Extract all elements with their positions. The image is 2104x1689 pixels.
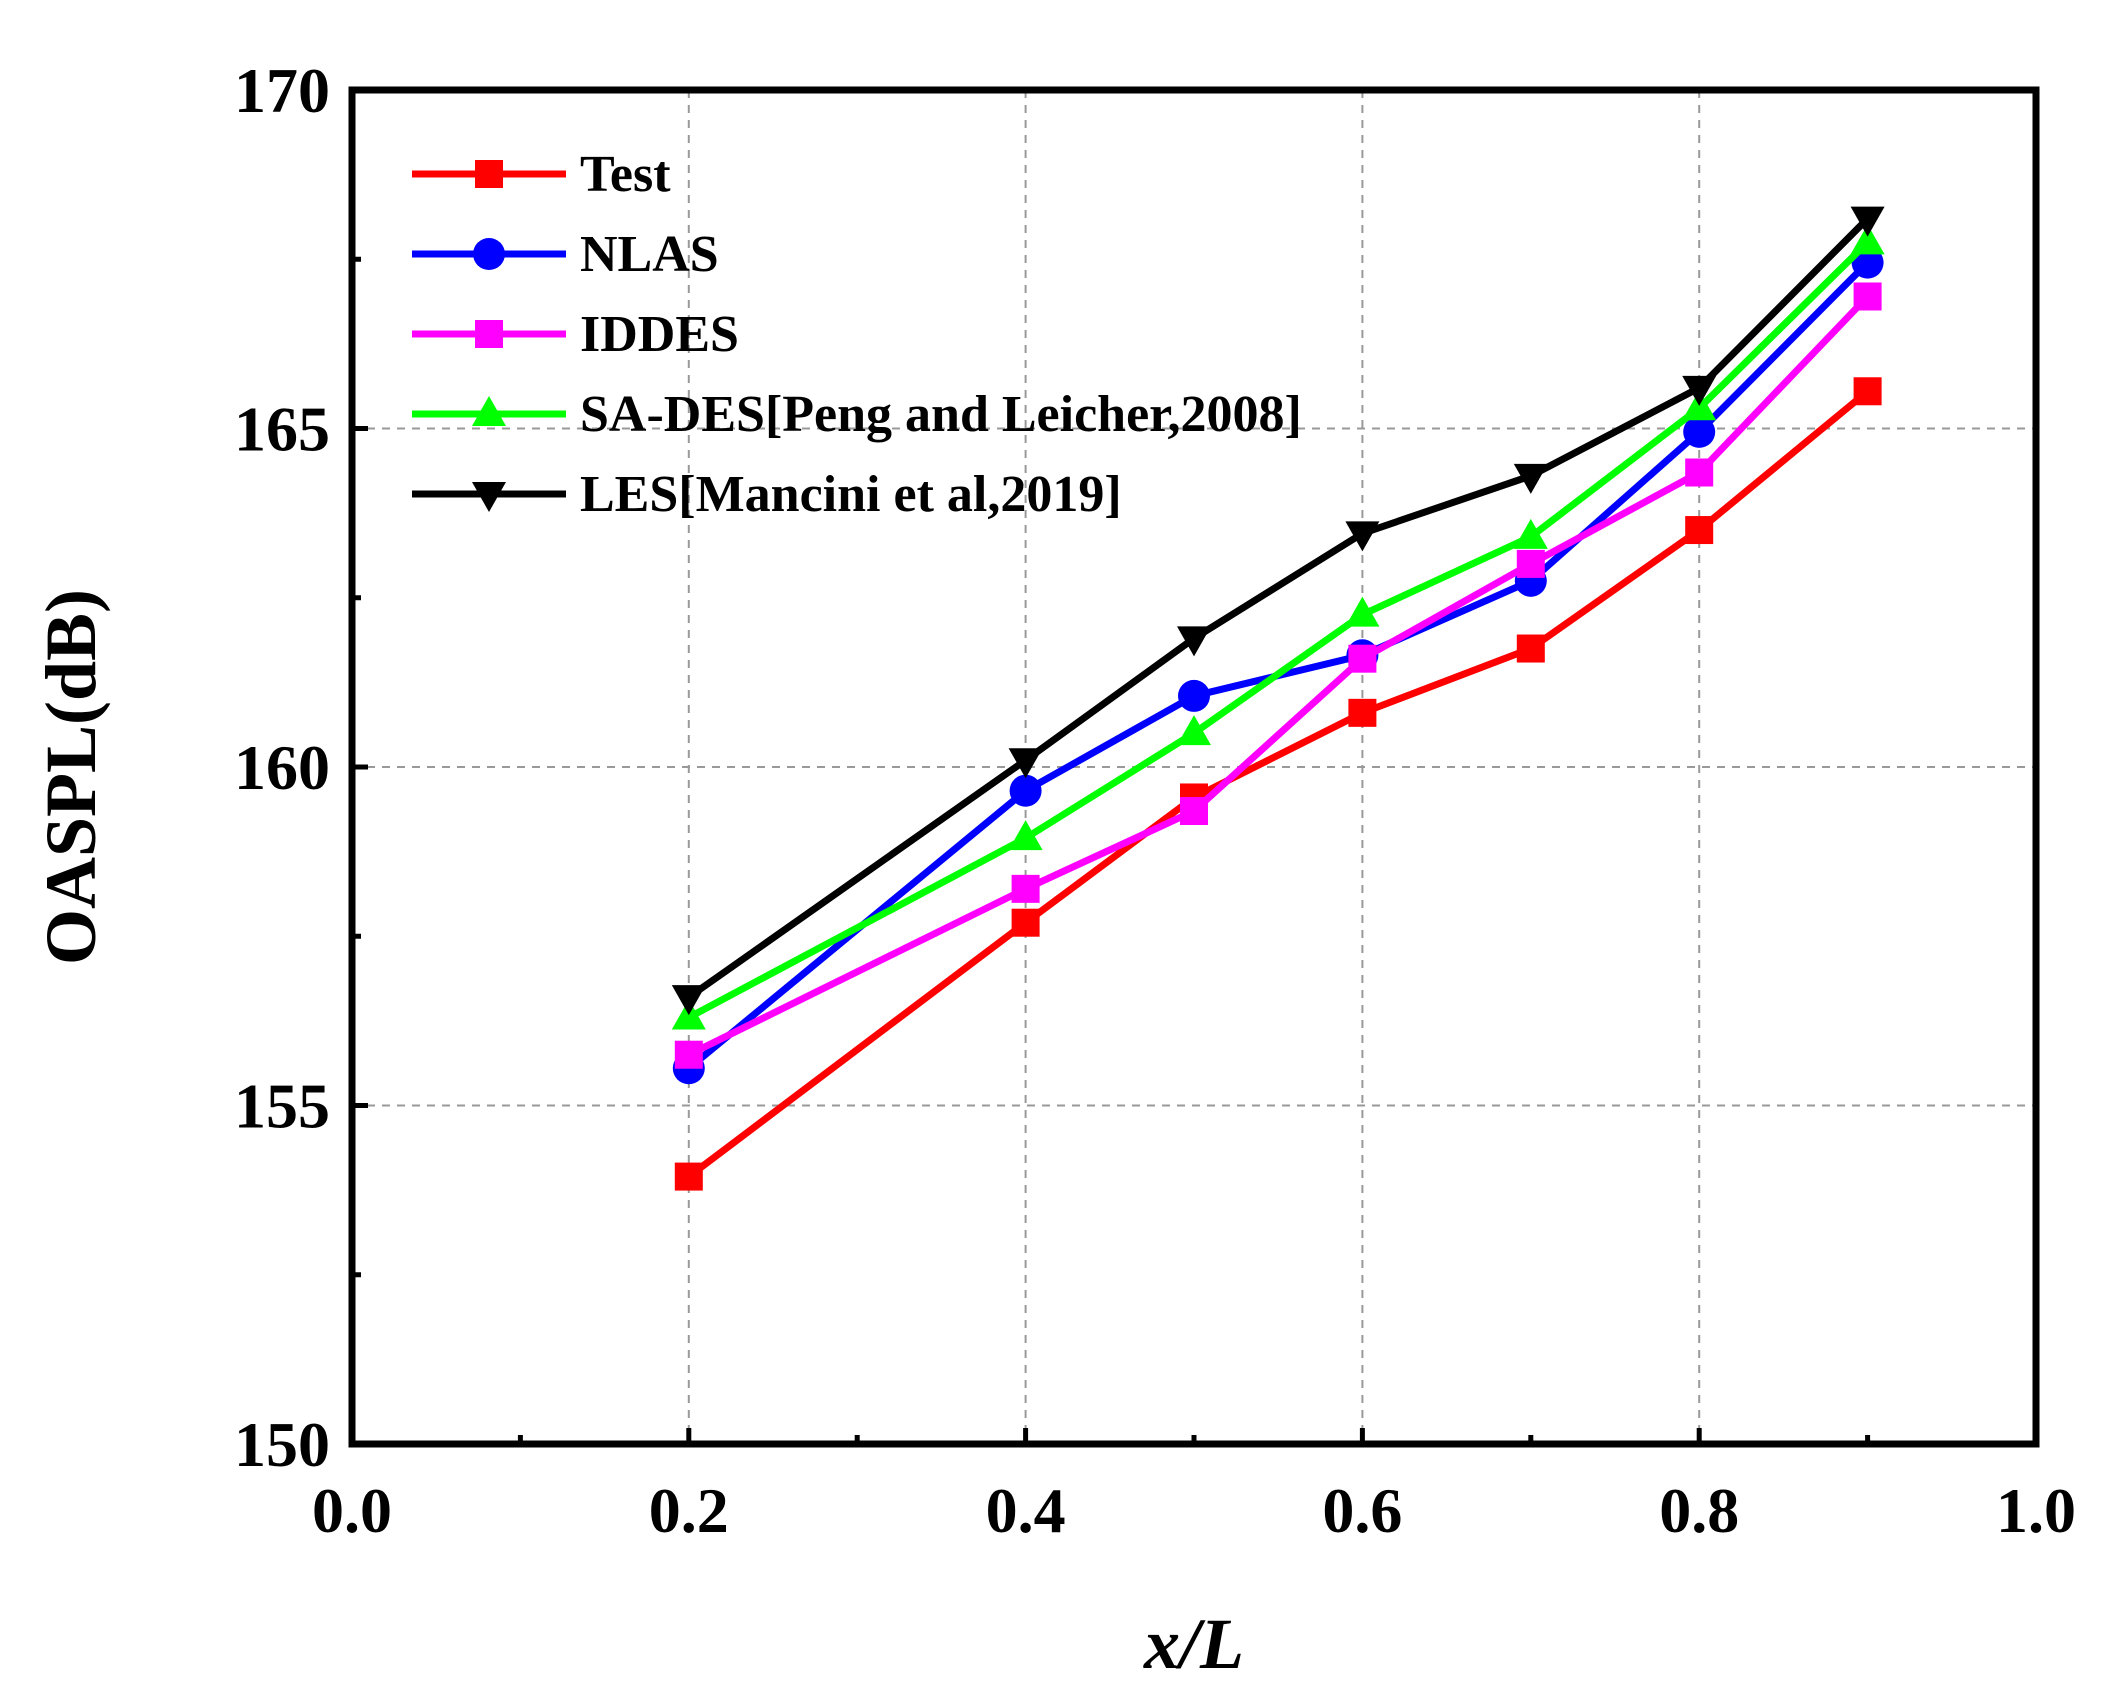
x-tick-labels: 0.0 0.2 0.4 0.6 0.8 1.0 <box>312 1475 2076 1546</box>
legend-item: NLAS <box>412 226 719 283</box>
data-point <box>1348 698 1377 727</box>
data-point <box>1177 626 1211 657</box>
y-tick-labels: 150 155 160 165 170 <box>234 55 330 1480</box>
series-line <box>686 216 1871 1001</box>
data-point <box>1348 644 1377 673</box>
data-series <box>671 206 1885 1191</box>
data-point <box>1853 377 1882 406</box>
legend-item: Test <box>412 146 671 203</box>
series-4 <box>671 206 1885 1016</box>
data-point <box>1683 415 1716 448</box>
legend-label: SA-DES[Peng and Leicher,2008] <box>580 386 1302 443</box>
data-point <box>1685 458 1714 487</box>
x-tick-label: 0.2 <box>649 1475 729 1546</box>
legend-label: IDDES <box>580 306 739 363</box>
y-tick-label: 170 <box>234 55 330 126</box>
x-tick-label: 0.4 <box>986 1475 1066 1546</box>
data-point <box>674 1040 703 1069</box>
legend-item: LES[Mancini et al,2019] <box>412 466 1122 523</box>
legend: Test NLAS IDDES SA-DES[Peng and Leicher,200… <box>412 146 1302 523</box>
data-point <box>1178 679 1210 712</box>
legend-marker <box>475 160 503 188</box>
data-point <box>674 1162 703 1191</box>
x-tick-label: 0.0 <box>312 1475 392 1546</box>
legend-item: SA-DES[Peng and Leicher,2008] <box>412 386 1302 443</box>
legend-label: NLAS <box>580 226 719 283</box>
x-tick-label: 0.8 <box>1659 1475 1739 1546</box>
data-point <box>1516 634 1545 663</box>
legend-label: Test <box>580 146 671 203</box>
y-tick-label: 165 <box>234 394 330 465</box>
legend-marker <box>472 396 506 426</box>
data-point <box>1177 715 1211 746</box>
data-point <box>1008 820 1043 851</box>
data-point <box>1011 908 1040 937</box>
data-point <box>1516 549 1545 578</box>
series-1 <box>672 246 1884 1085</box>
series-2 <box>674 282 1882 1069</box>
data-point <box>1011 874 1040 903</box>
data-point <box>1180 797 1208 826</box>
legend-marker <box>475 320 503 348</box>
series-line <box>687 239 1871 1021</box>
grid-lines <box>352 90 2036 1444</box>
legend-item: IDDES <box>412 306 739 363</box>
data-point <box>1008 748 1043 779</box>
data-point <box>1853 282 1882 311</box>
data-point <box>1009 774 1042 807</box>
data-point <box>1685 516 1714 545</box>
data-point <box>1345 521 1380 552</box>
data-point <box>1345 596 1380 627</box>
axis-ticks <box>349 87 2039 1447</box>
y-axis-title: OASPL(dB) <box>31 589 111 965</box>
data-point <box>1513 518 1548 549</box>
data-point <box>671 985 706 1016</box>
y-tick-label: 160 <box>234 732 330 803</box>
data-point <box>1513 463 1548 494</box>
series-3 <box>671 224 1885 1030</box>
data-point <box>1850 224 1885 255</box>
x-axis-title: x/L <box>1143 1604 1244 1684</box>
x-tick-label: 1.0 <box>1996 1475 2076 1546</box>
y-tick-label: 150 <box>234 1409 330 1480</box>
y-tick-label: 155 <box>234 1071 330 1142</box>
legend-marker <box>473 238 505 270</box>
legend-label: LES[Mancini et al,2019] <box>580 466 1122 523</box>
data-point <box>1850 206 1885 237</box>
x-tick-label: 0.6 <box>1322 1475 1402 1546</box>
data-point <box>1682 375 1717 406</box>
legend-marker <box>472 482 506 512</box>
